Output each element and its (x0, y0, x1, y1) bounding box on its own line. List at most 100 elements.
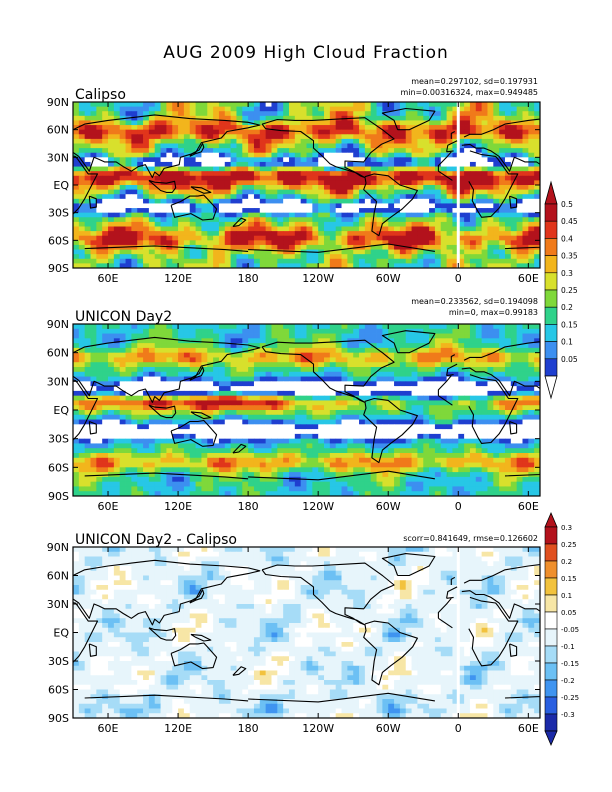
field-cell (102, 111, 109, 117)
field-cell (306, 395, 313, 401)
field-cell (405, 111, 412, 117)
field-cell (376, 254, 383, 260)
field-cell (440, 258, 447, 264)
field-cell (131, 180, 138, 186)
field-cell (394, 166, 401, 172)
field-cell (96, 166, 103, 172)
field-cell (102, 333, 109, 339)
field-cell (312, 405, 319, 411)
field-cell (370, 175, 377, 181)
field-cell (78, 357, 86, 363)
field-cell (253, 347, 261, 354)
field-cell (376, 194, 383, 200)
field-cell (96, 254, 103, 260)
field-cell (73, 419, 80, 425)
field-cell (300, 357, 307, 363)
field-cell (534, 143, 540, 149)
field-cell (183, 254, 191, 260)
field-cell (335, 381, 342, 387)
field-cell (248, 161, 255, 167)
field-cell (458, 148, 465, 154)
field-cell (329, 166, 337, 172)
field-cell (137, 134, 144, 140)
field-cell (394, 419, 401, 425)
field-cell (265, 217, 272, 223)
field-cell (475, 263, 483, 268)
field-cell (359, 198, 366, 204)
field-cell (102, 390, 109, 397)
field-cell (73, 347, 80, 354)
field-cell (230, 171, 237, 177)
field-cell (96, 138, 103, 144)
x-tick-label: 0 (455, 272, 462, 285)
field-cell (236, 198, 243, 204)
field-cell (166, 438, 173, 444)
field-cell (510, 217, 518, 223)
field-cell (487, 208, 494, 214)
field-cell (84, 212, 91, 218)
field-cell (364, 386, 372, 392)
field-cell (516, 129, 523, 135)
field-cell (178, 120, 185, 126)
field-cell (469, 328, 477, 334)
field-cell (201, 102, 208, 108)
field-cell (528, 324, 535, 330)
field-cell (125, 414, 132, 420)
field-cell (201, 152, 208, 158)
field-cell (102, 424, 109, 430)
field-cell (324, 414, 331, 420)
field-cell (166, 106, 173, 112)
field-cell (411, 244, 418, 250)
field-cell (154, 194, 161, 200)
field-cell (394, 161, 401, 167)
field-cell (388, 143, 395, 149)
field-cell (113, 347, 121, 354)
field-cell (423, 357, 430, 363)
field-cell (78, 328, 86, 334)
field-cell (341, 362, 348, 368)
field-cell (253, 254, 261, 260)
field-cell (189, 125, 196, 131)
field-cell (259, 405, 267, 411)
field-cell (213, 390, 220, 397)
field-cell (417, 433, 424, 440)
field-cell (154, 148, 161, 154)
field-cell (131, 410, 138, 416)
field-cell (429, 410, 436, 416)
field-cell (300, 189, 307, 195)
field-cell (172, 212, 179, 218)
field-cell (475, 429, 483, 435)
field-cell (137, 102, 144, 108)
field-cell (300, 240, 307, 246)
field-cell (405, 212, 412, 218)
field-cell (253, 221, 261, 227)
field-cell (522, 175, 529, 181)
field-cell (213, 405, 220, 411)
field-cell (446, 324, 453, 330)
field-cell (429, 405, 436, 411)
field-cell (481, 244, 488, 250)
field-cell (411, 390, 418, 397)
field-cell (469, 400, 477, 406)
field-cell (440, 371, 447, 377)
field-cell (218, 352, 226, 358)
field-cell (335, 386, 342, 392)
field-cell (481, 115, 488, 121)
field-cell (522, 405, 529, 411)
field-cell (242, 203, 249, 209)
field-cell (306, 231, 313, 237)
field-cell (487, 400, 494, 406)
field-cell (294, 357, 302, 363)
field-cell (469, 208, 477, 214)
field-cell (493, 235, 500, 241)
field-cell (434, 343, 442, 349)
field-cell (469, 120, 477, 126)
field-cell (347, 376, 354, 382)
field-cell (335, 419, 342, 425)
field-cell (236, 212, 243, 218)
field-cell (148, 433, 156, 440)
field-cell (487, 166, 494, 172)
field-cell (259, 410, 267, 416)
field-cell (277, 244, 284, 250)
field-cell (335, 175, 342, 181)
